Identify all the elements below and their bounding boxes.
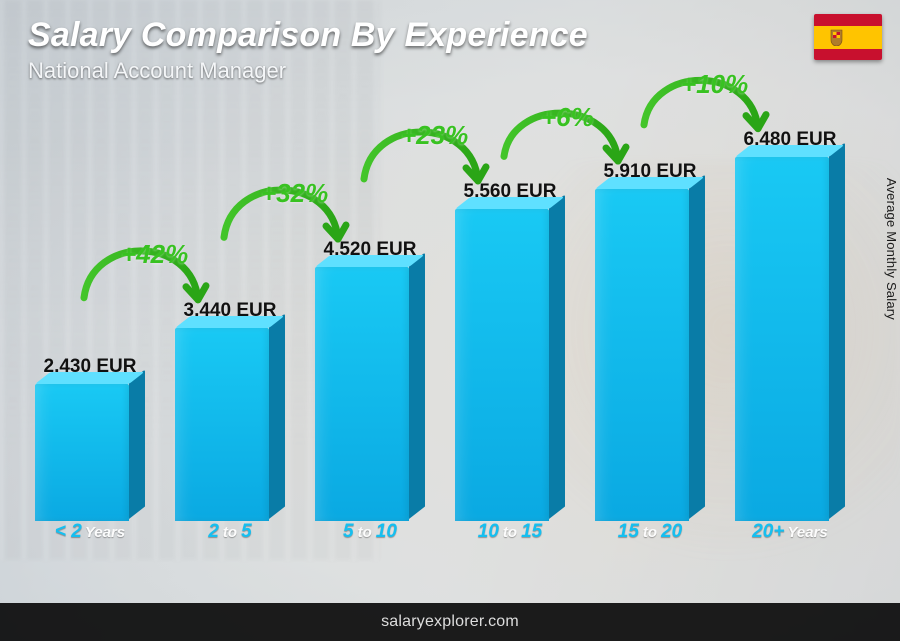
bar-group: +6%5,910 EUR — [580, 161, 720, 521]
flag-stripe — [814, 26, 882, 49]
x-axis-label: 15to20 — [580, 521, 720, 561]
bar-group: +42%3,440 EUR — [160, 300, 300, 521]
delta-arc: +42% — [70, 229, 240, 302]
x-axis-label: 10to15 — [440, 521, 580, 561]
bar — [455, 209, 565, 521]
delta-label: +6% — [541, 102, 594, 133]
footer: salaryexplorer.com — [0, 603, 900, 641]
delta-label: +23% — [401, 120, 468, 151]
bar-group: +10%6,480 EUR — [720, 129, 860, 521]
bar-group: +32%4,520 EUR — [300, 239, 440, 521]
footer-text: salaryexplorer.com — [381, 613, 519, 631]
page-title: Salary Comparison By Experience — [28, 16, 588, 55]
x-axis-label: 2to5 — [160, 521, 300, 561]
flag-stripe — [814, 14, 882, 26]
spain-flag-icon — [814, 14, 882, 60]
delta-label: +32% — [261, 178, 328, 209]
x-axis-label: 20+Years — [720, 521, 860, 561]
page-subtitle: National Account Manager — [28, 58, 286, 84]
bar — [35, 384, 145, 521]
delta-label: +42% — [121, 239, 188, 270]
bar-group: 2,430 EUR — [20, 356, 160, 521]
delta-arc: +6% — [490, 92, 660, 163]
bars-container: 2,430 EUR+42%3,440 EUR+32%4,520 EUR+23%5… — [20, 88, 860, 521]
bar-group: +23%5,560 EUR — [440, 181, 580, 521]
y-axis-label: Average Monthly Salary — [884, 178, 899, 320]
bar — [595, 189, 705, 521]
x-axis-label: 5to10 — [300, 521, 440, 561]
bar — [315, 267, 425, 521]
x-axis-label: < 2Years — [20, 521, 160, 561]
bar — [175, 328, 285, 521]
bar — [735, 157, 845, 521]
delta-arc: +32% — [210, 168, 380, 241]
salary-chart: 2,430 EUR+42%3,440 EUR+32%4,520 EUR+23%5… — [20, 88, 860, 561]
flag-crest-icon — [829, 28, 844, 46]
delta-arc: +23% — [350, 110, 520, 183]
x-axis: < 2Years2to55to1010to1515to2020+Years — [20, 521, 860, 561]
flag-stripe — [814, 49, 882, 61]
